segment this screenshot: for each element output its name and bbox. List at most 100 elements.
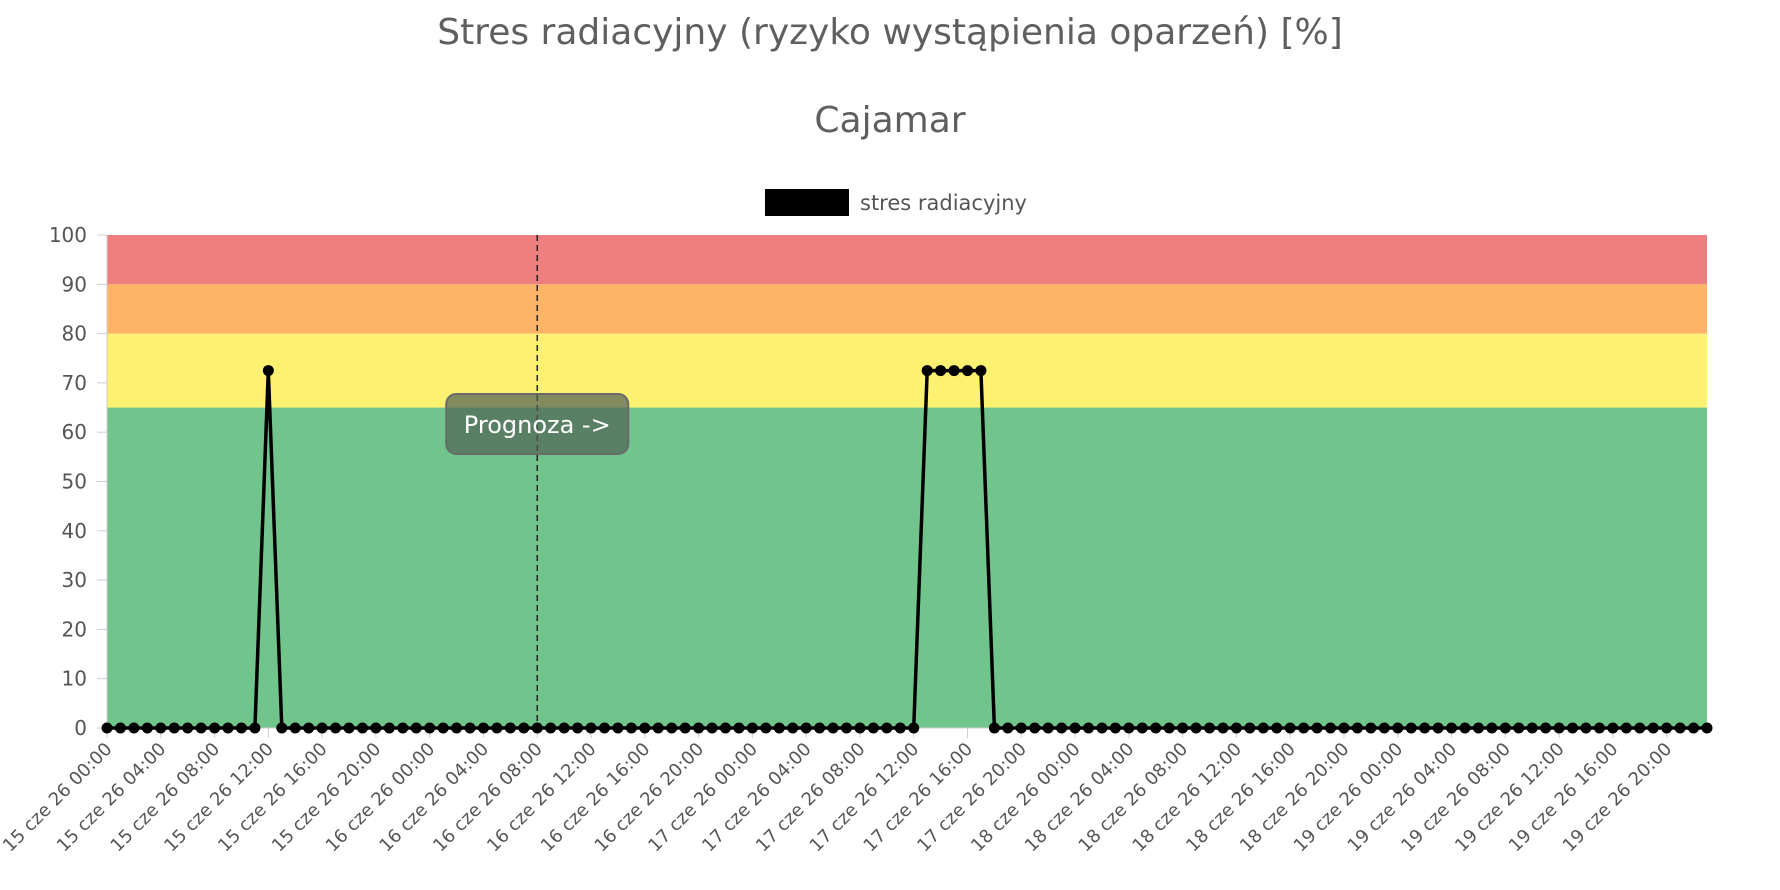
data-point: [572, 722, 584, 734]
data-point: [935, 365, 947, 377]
data-point: [504, 722, 516, 734]
data-point: [1593, 722, 1605, 734]
data-point: [800, 722, 812, 734]
data-point: [1674, 722, 1686, 734]
data-point: [397, 722, 409, 734]
data-point: [773, 722, 785, 734]
data-point: [1432, 722, 1444, 734]
data-point: [249, 722, 261, 734]
y-tick-label: 60: [62, 420, 87, 444]
data-point: [1190, 722, 1202, 734]
data-point: [437, 722, 449, 734]
data-point: [1580, 722, 1592, 734]
data-point: [894, 722, 906, 734]
data-point: [1472, 722, 1484, 734]
y-tick-label: 0: [74, 716, 87, 740]
data-point: [867, 722, 879, 734]
data-series: [101, 365, 1713, 734]
data-point: [451, 722, 463, 734]
chart-subtitle: Cajamar: [814, 100, 966, 141]
data-point: [477, 722, 489, 734]
data-point: [625, 722, 637, 734]
data-point: [1298, 722, 1310, 734]
data-point: [1459, 722, 1471, 734]
y-tick-label: 40: [62, 519, 87, 543]
data-point: [1620, 722, 1632, 734]
data-point: [787, 722, 799, 734]
data-point: [209, 722, 221, 734]
y-tick-label: 70: [62, 371, 87, 395]
data-point: [693, 722, 705, 734]
chart-title: Stres radiacyjny (ryzyko wystąpienia opa…: [437, 12, 1343, 53]
data-point: [827, 722, 839, 734]
data-point: [1069, 722, 1081, 734]
data-point: [168, 722, 180, 734]
data-point: [988, 722, 1000, 734]
y-tick-label: 50: [62, 470, 87, 494]
data-point: [612, 722, 624, 734]
data-point: [424, 722, 436, 734]
data-point: [1647, 722, 1659, 734]
data-point: [1688, 722, 1700, 734]
data-point: [746, 722, 758, 734]
risk-zone-band: [107, 333, 1707, 408]
data-point: [491, 722, 503, 734]
data-point: [733, 722, 745, 734]
forecast-label-box: [445, 393, 630, 455]
data-point: [101, 722, 113, 734]
data-point: [1378, 722, 1390, 734]
legend-swatch[interactable]: [765, 189, 849, 216]
data-point: [1365, 722, 1377, 734]
data-point: [1083, 722, 1095, 734]
data-point: [962, 365, 974, 377]
data-point: [1526, 722, 1538, 734]
data-point: [1392, 722, 1404, 734]
data-point: [1244, 722, 1256, 734]
risk-zone-band: [107, 235, 1707, 285]
data-point: [558, 722, 570, 734]
data-point: [760, 722, 772, 734]
data-point: [235, 722, 247, 734]
data-point: [1607, 722, 1619, 734]
data-point: [1634, 722, 1646, 734]
data-point: [1486, 722, 1498, 734]
y-tick-label: 10: [62, 667, 87, 691]
data-point: [1405, 722, 1417, 734]
data-point: [1446, 722, 1458, 734]
data-point: [1163, 722, 1175, 734]
data-point: [1136, 722, 1148, 734]
y-tick-label: 90: [62, 272, 87, 296]
data-point: [1499, 722, 1511, 734]
data-point: [383, 722, 395, 734]
data-point: [1567, 722, 1579, 734]
data-point: [585, 722, 597, 734]
data-point: [518, 722, 530, 734]
data-point: [1311, 722, 1323, 734]
data-point: [1284, 722, 1296, 734]
forecast-marker: Prognoza ->: [445, 235, 630, 728]
y-tick-label: 100: [49, 223, 87, 247]
data-point: [289, 722, 301, 734]
data-point: [545, 722, 557, 734]
y-tick-label: 80: [62, 322, 87, 346]
data-point: [276, 722, 288, 734]
data-point: [222, 722, 234, 734]
data-point: [679, 722, 691, 734]
risk-zone-band: [107, 284, 1707, 334]
data-point: [1325, 722, 1337, 734]
data-point: [1513, 722, 1525, 734]
data-point: [182, 722, 194, 734]
risk-zone-band: [107, 407, 1707, 728]
data-point: [1217, 722, 1229, 734]
data-point: [531, 722, 543, 734]
data-point: [840, 722, 852, 734]
data-point: [356, 722, 368, 734]
data-point: [1177, 722, 1189, 734]
legend-label[interactable]: stres radiacyjny: [860, 191, 1027, 215]
data-point: [1204, 722, 1216, 734]
data-point: [719, 722, 731, 734]
y-axis-labels: 0 10 20 30 40 50 60 70 80 90 100: [49, 223, 87, 740]
legend[interactable]: stres radiacyjny: [765, 189, 1027, 216]
forecast-label: Prognoza ->: [464, 411, 611, 439]
